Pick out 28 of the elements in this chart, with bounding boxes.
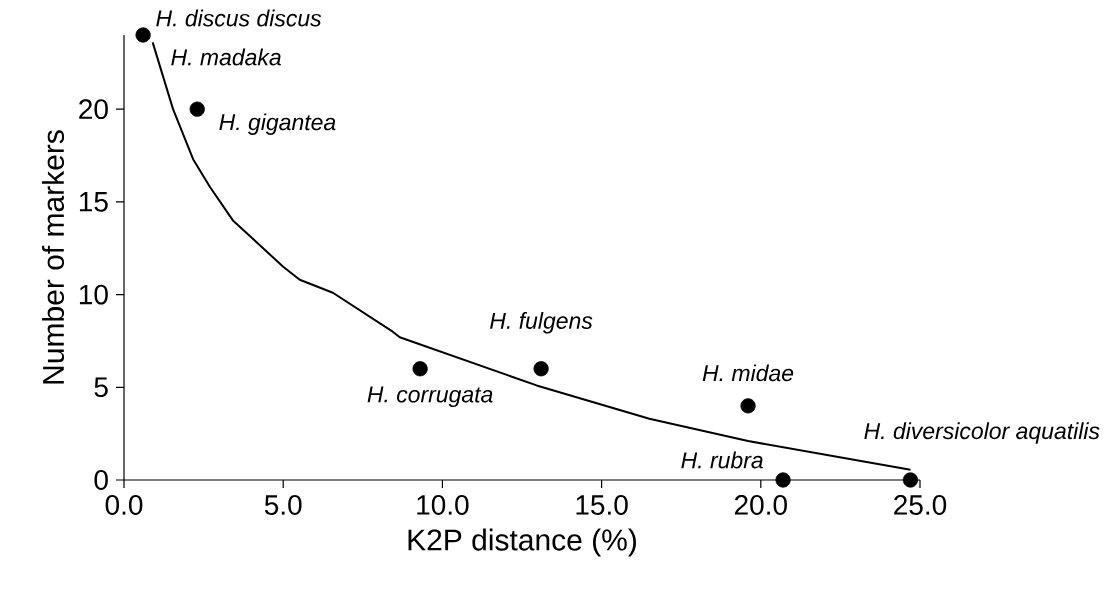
point [775, 472, 791, 488]
annotation: H. diversicolor aquatilis [864, 422, 1100, 444]
annotation: H. discus discus [156, 9, 322, 27]
annotation: H. rubra [681, 451, 763, 469]
annotation: H. midae [702, 364, 794, 382]
annotation: H. corrugata [367, 386, 493, 408]
point [135, 27, 151, 43]
y-tick-label: 15 [79, 192, 108, 212]
y-tick-label: 5 [94, 377, 108, 398]
x-tick-label: 15.0 [576, 495, 628, 515]
point [189, 101, 205, 117]
point [533, 361, 549, 377]
y-axis-title: Number of markers [42, 130, 65, 384]
annotation: H. madaka [171, 48, 281, 66]
y-tick-label: 10 [79, 284, 108, 305]
x-tick-label: 5.0 [264, 495, 302, 515]
y-tick-label: 20 [79, 99, 108, 120]
annotation: H. fulgens [490, 312, 593, 334]
x-tick-label: 10.0 [417, 495, 469, 515]
x-axis-title: K2P distance (%) [408, 528, 636, 557]
y-tick-label: 0 [94, 470, 108, 490]
point [740, 398, 756, 414]
x-tick-label: 20.0 [734, 495, 787, 515]
annotation: H. gigantea [219, 113, 336, 135]
x-tick-label: 0.0 [105, 495, 143, 515]
point [902, 472, 919, 488]
point [412, 361, 428, 377]
x-tick-label: 25.0 [894, 495, 947, 515]
